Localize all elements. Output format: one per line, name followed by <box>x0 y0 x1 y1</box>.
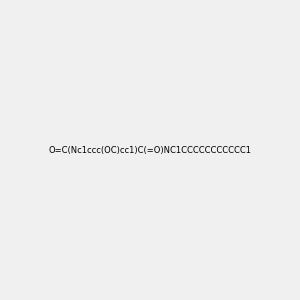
Text: O=C(Nc1ccc(OC)cc1)C(=O)NC1CCCCCCCCCCC1: O=C(Nc1ccc(OC)cc1)C(=O)NC1CCCCCCCCCCC1 <box>49 146 251 154</box>
